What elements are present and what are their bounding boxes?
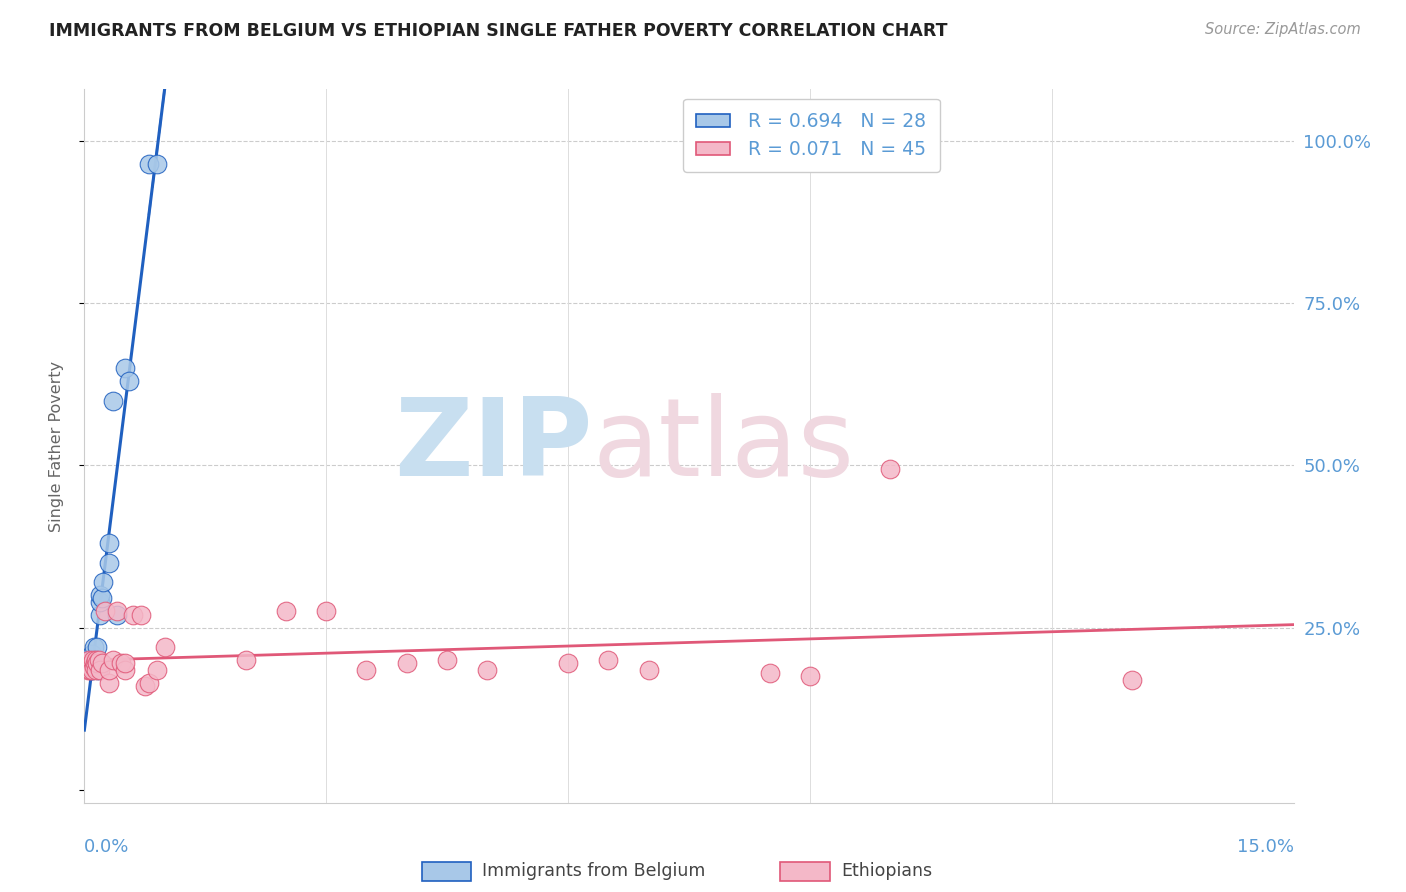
Point [110,657,132,671]
Point [395,657,418,671]
Point [91,591,114,606]
Text: IMMIGRANTS FROM BELGIUM VS ETHIOPIAN SINGLE FATHER POVERTY CORRELATION CHART: IMMIGRANTS FROM BELGIUM VS ETHIOPIAN SIN… [49,22,948,40]
Point [79,659,101,673]
Point [114,657,136,671]
Point [356,663,378,677]
Point [79,663,101,677]
Point [84,653,107,667]
Point [89,595,111,609]
Text: Source: ZipAtlas.com: Source: ZipAtlas.com [1205,22,1361,37]
Text: Ethiopians: Ethiopians [841,863,932,880]
Point [91,575,114,590]
Point [83,657,105,671]
Point [799,669,821,683]
Point [121,607,143,622]
Point [105,607,128,622]
Point [82,663,104,677]
Point [80,657,103,671]
Point [82,663,104,677]
Point [83,653,105,667]
Point [97,675,120,690]
Point [138,675,160,690]
Point [83,640,105,654]
Point [477,663,499,677]
Point [86,653,108,667]
Point [114,361,136,376]
Text: 15.0%: 15.0% [1236,838,1294,856]
Point [274,604,297,618]
Point [80,659,103,673]
Point [86,657,108,671]
Point [87,653,110,667]
Point [91,657,114,671]
Point [557,657,579,671]
Point [83,657,105,671]
Point [101,653,124,667]
Point [80,653,103,667]
Point [76,663,98,677]
Point [436,653,458,667]
Point [89,607,111,622]
Point [97,536,120,550]
Point [598,653,620,667]
Text: atlas: atlas [592,393,855,499]
Legend: R = 0.694   N = 28, R = 0.071   N = 45: R = 0.694 N = 28, R = 0.071 N = 45 [683,99,939,172]
Point [118,374,141,388]
Point [146,157,169,171]
Point [77,657,100,671]
Point [129,607,152,622]
Point [77,653,100,667]
Point [87,663,110,677]
Text: 0.0%: 0.0% [84,838,129,856]
Point [77,657,100,671]
Point [86,640,108,654]
Point [97,556,120,570]
Point [315,604,337,618]
Point [235,653,257,667]
Point [105,604,128,618]
Point [76,659,98,673]
Point [1121,673,1143,687]
Point [93,604,115,618]
Point [114,663,136,677]
Point [89,588,111,602]
Point [76,659,98,673]
Point [80,663,103,677]
Point [83,659,105,673]
Point [89,663,111,677]
Point [879,461,901,475]
Point [97,663,120,677]
Point [82,653,104,667]
Point [758,666,780,681]
Text: ZIP: ZIP [394,393,592,499]
Text: Immigrants from Belgium: Immigrants from Belgium [482,863,706,880]
Point [153,640,176,654]
Point [77,653,100,667]
Point [82,647,104,661]
Point [637,663,659,677]
Point [86,663,108,677]
Point [86,657,108,671]
Y-axis label: Single Father Poverty: Single Father Poverty [49,360,63,532]
Point [138,157,160,171]
Point [101,393,124,408]
Point [134,679,156,693]
Point [146,663,169,677]
